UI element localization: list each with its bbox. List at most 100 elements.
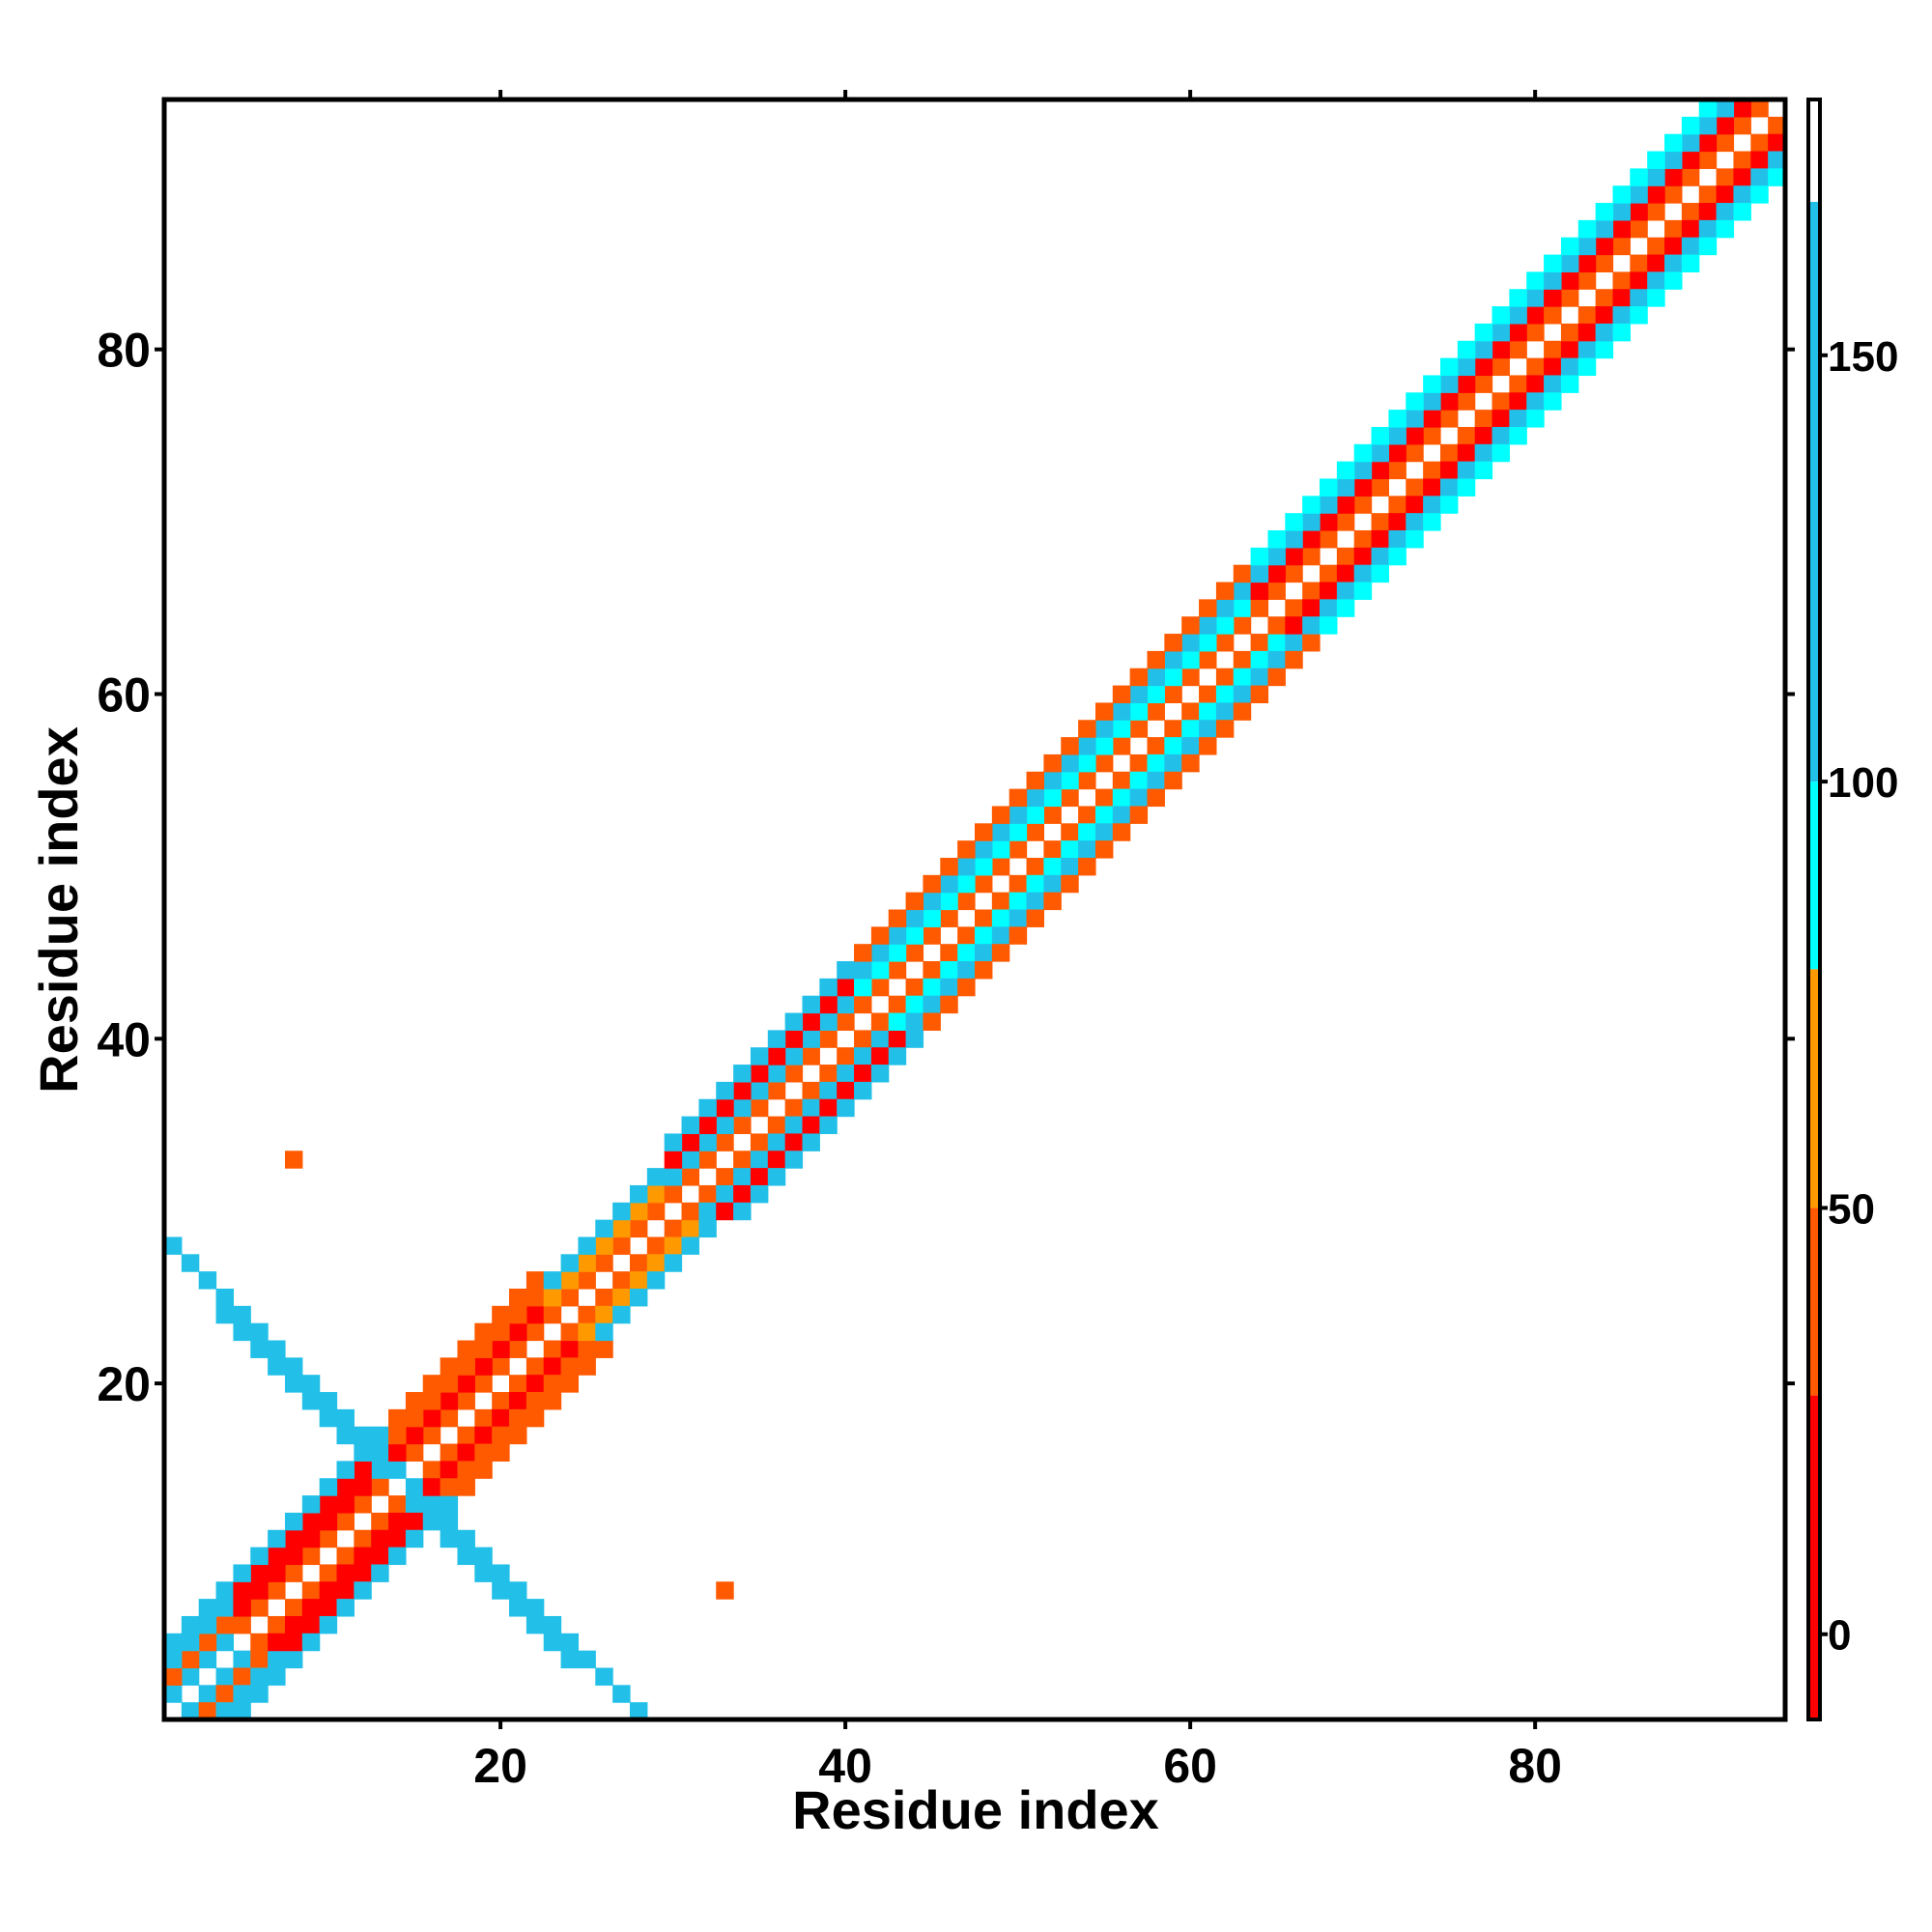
heatmap-cell — [1285, 513, 1303, 531]
heatmap-cell — [975, 926, 993, 945]
heatmap-cell — [457, 1392, 475, 1410]
heatmap-cell — [509, 1340, 527, 1358]
heatmap-cell — [784, 1047, 804, 1065]
heatmap-cell — [750, 1065, 769, 1083]
heatmap-cell — [1215, 634, 1235, 652]
heatmap-cell — [767, 1030, 786, 1048]
heatmap-cell — [422, 1375, 441, 1393]
heatmap-cell — [422, 1478, 441, 1496]
heatmap-cell — [1630, 254, 1648, 272]
heatmap-cell — [543, 1375, 562, 1393]
heatmap-cell — [1233, 702, 1252, 721]
heatmap-cell — [1612, 185, 1631, 204]
heatmap-cell — [1698, 203, 1718, 221]
heatmap-cell — [388, 1547, 407, 1566]
heatmap-cell — [1509, 426, 1527, 445]
heatmap-cell — [371, 1564, 389, 1582]
heatmap-cell — [1250, 634, 1269, 652]
heatmap-cell — [905, 892, 924, 911]
heatmap-cell — [578, 1305, 596, 1324]
heatmap-cell — [784, 1030, 804, 1048]
heatmap-cell — [1509, 340, 1527, 359]
heatmap-cell — [1664, 185, 1683, 204]
heatmap-cell — [319, 1512, 338, 1531]
heatmap-cell — [1560, 357, 1579, 377]
y-axis-title: Residue index — [28, 726, 89, 1094]
heatmap-cell — [905, 1030, 924, 1048]
heatmap-cell — [1630, 306, 1648, 325]
heatmap-cell — [1612, 271, 1631, 290]
heatmap-cell — [1009, 806, 1028, 824]
heatmap-cell — [1233, 650, 1252, 669]
heatmap-cell — [1647, 254, 1665, 272]
heatmap-cell — [1320, 616, 1338, 635]
heatmap-cell — [1336, 599, 1355, 617]
heatmap-cell — [1595, 203, 1614, 221]
heatmap-cell — [664, 1151, 683, 1169]
heatmap-cell — [888, 1030, 907, 1048]
heatmap-cell — [905, 1012, 924, 1031]
heatmap-cell — [215, 1599, 234, 1617]
heatmap-cell — [543, 1340, 562, 1358]
heatmap-cell — [1423, 478, 1441, 497]
heatmap-cell — [1164, 650, 1182, 669]
heatmap-cell — [1009, 874, 1028, 894]
heatmap-cell — [629, 1202, 648, 1221]
heatmap-cell — [1716, 168, 1735, 186]
heatmap-cell — [819, 995, 838, 1014]
heatmap-cell — [854, 1047, 872, 1065]
heatmap-cell — [233, 1305, 251, 1324]
heatmap-cell — [198, 1702, 217, 1720]
heatmap-cell — [215, 1667, 234, 1686]
heatmap-cell — [560, 1357, 580, 1376]
heatmap-cell — [1716, 219, 1735, 239]
heatmap-cell — [1733, 168, 1751, 186]
heatmap-cell — [1250, 650, 1269, 669]
heatmap-cell — [284, 1512, 303, 1531]
heatmap-cell — [646, 1202, 666, 1221]
heatmap-cell — [870, 978, 890, 997]
heatmap-cell — [1199, 599, 1217, 617]
heatmap-cell — [888, 926, 907, 945]
heatmap-cell — [181, 1650, 200, 1669]
heatmap-cell — [1320, 530, 1338, 549]
heatmap-cell — [405, 1495, 424, 1514]
heatmap-cell — [1061, 823, 1079, 841]
heatmap-cell — [767, 1065, 786, 1083]
heatmap-cell — [975, 944, 993, 962]
heatmap-cell — [492, 1340, 510, 1358]
heatmap-cell — [1026, 909, 1044, 927]
heatmap-cell — [681, 1151, 699, 1169]
heatmap-cell — [1388, 513, 1406, 531]
heatmap-cell — [750, 1098, 769, 1118]
heatmap-cell — [284, 1633, 303, 1652]
heatmap-cell — [784, 1116, 804, 1135]
heatmap-cell — [870, 1030, 890, 1048]
heatmap-cell — [268, 1529, 286, 1548]
heatmap-cell — [784, 1012, 804, 1031]
heatmap-cell — [837, 961, 855, 980]
heatmap-cell — [854, 978, 872, 997]
heatmap-cell — [578, 1340, 596, 1358]
heatmap-cell — [1371, 513, 1390, 531]
heatmap-cell — [405, 1426, 424, 1445]
heatmap-cell — [1285, 650, 1303, 669]
heatmap-cell — [1353, 564, 1373, 583]
heatmap-cell — [870, 1065, 890, 1083]
heatmap-cell — [1181, 616, 1200, 635]
heatmap-cell — [733, 1202, 752, 1221]
heatmap-cell — [526, 1357, 545, 1376]
heatmap-cell — [595, 1322, 613, 1342]
heatmap-cell — [629, 1288, 648, 1307]
heatmap-cell — [250, 1340, 269, 1358]
heatmap-cell — [1061, 788, 1079, 808]
heatmap-cell — [1647, 237, 1665, 256]
heatmap-cell — [905, 944, 924, 962]
heatmap-cell — [940, 961, 958, 980]
heatmap-cell — [560, 1271, 580, 1290]
heatmap-cell — [957, 857, 976, 876]
heatmap-cell — [336, 1547, 355, 1566]
heatmap-cell — [543, 1633, 562, 1652]
heatmap-cell — [284, 1615, 303, 1634]
heatmap-cell — [664, 1133, 683, 1151]
